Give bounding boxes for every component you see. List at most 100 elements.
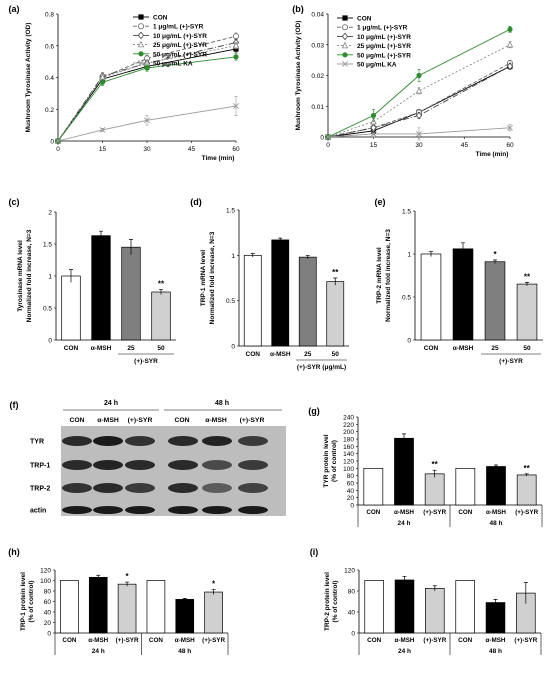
blot-band (62, 483, 92, 493)
bar (452, 248, 474, 341)
x-tick-label: α-MSH (486, 509, 506, 516)
blot-band (238, 483, 268, 493)
series-2: 10 μg/mL (+)-SYR (324, 32, 514, 141)
data-point (506, 40, 514, 48)
data-point (99, 126, 106, 133)
blot-band (125, 506, 155, 514)
data-point (341, 41, 349, 49)
group-label: (+)-SYR (μg/mL) (297, 364, 346, 371)
x-tick-label: α-MSH (175, 637, 195, 644)
series-line (57, 45, 237, 142)
data-point (370, 131, 377, 137)
data-point (144, 117, 150, 124)
x-tick-label: (+)-SYR (202, 637, 225, 644)
bar (60, 580, 79, 634)
data-point (415, 111, 423, 120)
x-axis-label: Time (min) (476, 151, 509, 158)
data-point (415, 86, 423, 94)
data-point (144, 65, 150, 71)
y-tick-label: 1.5 (43, 242, 52, 249)
y-axis-label-2: Normalized fold increase, N=3 (26, 229, 33, 322)
y-tick-label: 2 (48, 210, 52, 217)
bar (455, 467, 476, 506)
y-tick-label: 220 (343, 422, 354, 429)
lane-label: CON (69, 417, 84, 424)
x-tick-label: CON (246, 351, 261, 358)
y-tick-label: 140 (343, 451, 354, 458)
series-line (57, 56, 237, 142)
y-tick-label: 240 (343, 415, 354, 422)
group-label: 24 h (398, 648, 411, 655)
bar (88, 576, 108, 634)
error-bar (99, 230, 103, 241)
bar (117, 583, 137, 634)
lane-label: (+)-SYR (240, 417, 265, 424)
group-label: 48 h (489, 648, 502, 655)
significance-label: ** (524, 272, 531, 281)
error-bar (432, 469, 437, 478)
x-tick-label: CON (62, 637, 76, 644)
bar (175, 599, 195, 634)
data-point (138, 51, 144, 57)
x-tick-label: CON (458, 509, 472, 516)
data-point (342, 61, 348, 67)
legend-entry: 50 μg/mL KA (153, 61, 193, 68)
series-line (57, 105, 237, 142)
error-bar (432, 585, 437, 591)
error-bar (429, 251, 433, 257)
y-tick-label: 0 (320, 135, 324, 142)
data-point (506, 62, 514, 71)
x-tick-label: (+)-SYR (423, 509, 446, 516)
y-tick-label: 200 (343, 429, 354, 436)
y-tick-label: 80 (348, 589, 356, 596)
significance-label: * (126, 572, 130, 581)
y-tick-label: 80 (44, 589, 52, 596)
x-tick-label: 50 (157, 345, 165, 352)
bar (151, 291, 171, 341)
series-line (327, 28, 511, 138)
error-bar (211, 589, 216, 595)
series-5: 50 μg/mL KA (55, 60, 239, 144)
data-point (325, 134, 331, 140)
blot-band (202, 483, 232, 493)
error-bar (159, 289, 163, 295)
y-tick-label: 0.04 (311, 12, 324, 19)
legend-entry: 50 μg/mL (+)-SYR (357, 52, 411, 59)
bar (424, 473, 445, 506)
data-point (416, 72, 422, 79)
blot-band (202, 436, 232, 446)
x-tick-label: 25 (304, 351, 312, 358)
series-line (327, 65, 511, 138)
bar (420, 253, 442, 341)
significance-label: * (212, 579, 216, 588)
data-point (137, 40, 145, 48)
error-bar (494, 464, 498, 468)
bar (394, 579, 415, 634)
series-line (57, 42, 237, 142)
y-tick-label: 160 (343, 444, 354, 451)
x-tick-label: 15 (370, 142, 378, 149)
significance-label: ** (332, 268, 339, 277)
x-tick-label: (+)-SYR (423, 637, 446, 644)
panel-label: (e) (375, 197, 386, 207)
y-axis-label: Tyrosinase mRNA level (17, 240, 24, 312)
y-axis-label: TRP-1 mRNA level (200, 250, 207, 307)
panel-label: (a) (9, 4, 20, 14)
y-axis-label: Mushroom Tyrosinase Activity (OD) (25, 23, 32, 133)
data-point (138, 60, 144, 66)
panel-label: (g) (308, 406, 320, 416)
error-bar (402, 575, 407, 584)
data-point (342, 15, 348, 21)
y-tick-label: 120 (344, 568, 355, 575)
y-tick-label: 0.5 (226, 298, 235, 305)
x-tick-label: α-MSH (453, 345, 474, 352)
y-axis-label: TRP-2 protein level (324, 572, 331, 631)
blot-band (93, 483, 123, 493)
y-tick-label: 100 (40, 578, 51, 585)
panel-label: (h) (8, 547, 20, 557)
y-tick-label: 0 (351, 631, 355, 638)
y-tick-label: 40 (44, 610, 52, 617)
bar (516, 474, 537, 506)
data-point (233, 103, 239, 109)
